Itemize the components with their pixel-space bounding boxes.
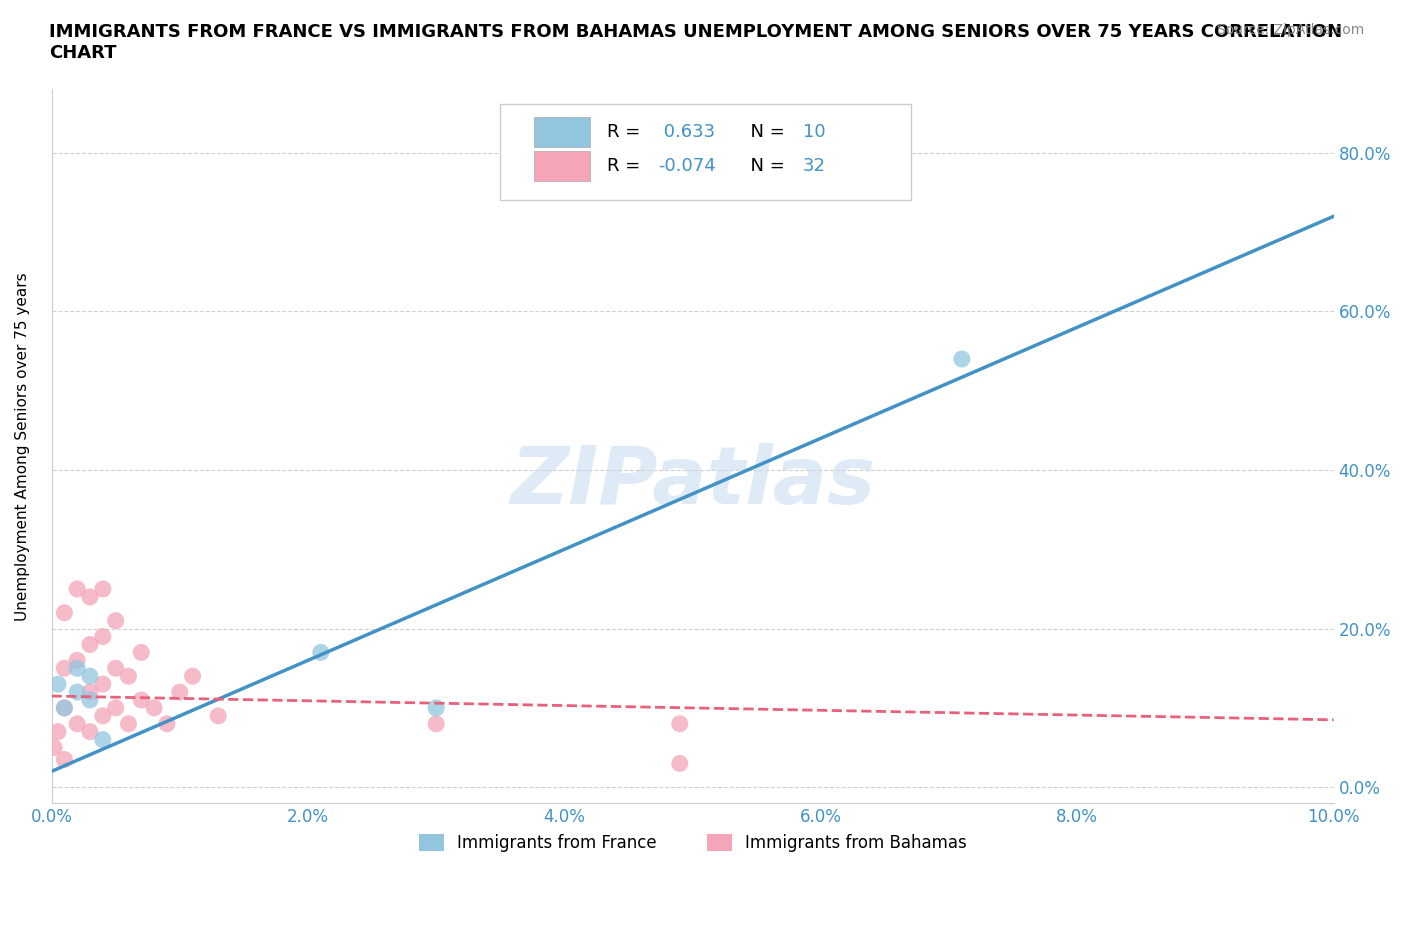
Point (104, 661, 127, 676)
Text: 32: 32 (803, 157, 825, 176)
Point (53, 605, 76, 620)
Point (53, 700, 76, 715)
Point (46, 677, 69, 692)
Point (143, 700, 166, 715)
Point (79, 590, 101, 604)
Point (79, 637, 101, 652)
Point (91, 581, 114, 596)
Point (207, 709, 229, 724)
Text: N =: N = (738, 123, 790, 141)
Point (181, 669, 204, 684)
Text: 10: 10 (803, 123, 825, 141)
Y-axis label: Unemployment Among Seniors over 75 years: Unemployment Among Seniors over 75 years (15, 272, 30, 620)
FancyBboxPatch shape (534, 152, 591, 181)
Point (425, 700, 447, 715)
Point (79, 669, 101, 684)
Point (79, 724, 101, 739)
Point (129, 693, 152, 708)
Point (950, 352, 973, 366)
Point (91, 629, 114, 644)
Point (668, 716, 690, 731)
Point (309, 645, 332, 660)
Text: N =: N = (738, 157, 790, 176)
Point (104, 613, 127, 628)
Point (42, 740, 65, 755)
Point (53, 752, 76, 767)
Point (156, 716, 179, 731)
Point (425, 716, 447, 731)
Text: R =: R = (606, 123, 645, 141)
Text: -0.074: -0.074 (658, 157, 716, 176)
Text: R =: R = (606, 157, 645, 176)
FancyBboxPatch shape (501, 103, 911, 200)
Point (668, 756, 690, 771)
Point (79, 693, 101, 708)
Point (53, 700, 76, 715)
Point (91, 709, 114, 724)
Text: IMMIGRANTS FROM FRANCE VS IMMIGRANTS FROM BAHAMAS UNEMPLOYMENT AMONG SENIORS OVE: IMMIGRANTS FROM FRANCE VS IMMIGRANTS FRO… (49, 23, 1343, 41)
Point (117, 716, 139, 731)
Point (66, 581, 89, 596)
Text: CHART: CHART (49, 44, 117, 61)
Point (79, 684, 101, 699)
Point (91, 732, 114, 747)
FancyBboxPatch shape (534, 117, 591, 147)
Point (117, 669, 139, 684)
Text: ZIPatlas: ZIPatlas (510, 443, 875, 521)
Point (46, 724, 69, 739)
Legend: Immigrants from France, Immigrants from Bahamas: Immigrants from France, Immigrants from … (412, 828, 973, 859)
Point (66, 716, 89, 731)
Point (66, 684, 89, 699)
Point (66, 653, 89, 668)
Text: Source: ZipAtlas.com: Source: ZipAtlas.com (1216, 23, 1364, 37)
Point (129, 645, 152, 660)
Text: 0.633: 0.633 (658, 123, 716, 141)
Point (53, 661, 76, 676)
Point (91, 677, 114, 692)
Point (104, 700, 127, 715)
Point (169, 684, 191, 699)
Point (66, 661, 89, 676)
